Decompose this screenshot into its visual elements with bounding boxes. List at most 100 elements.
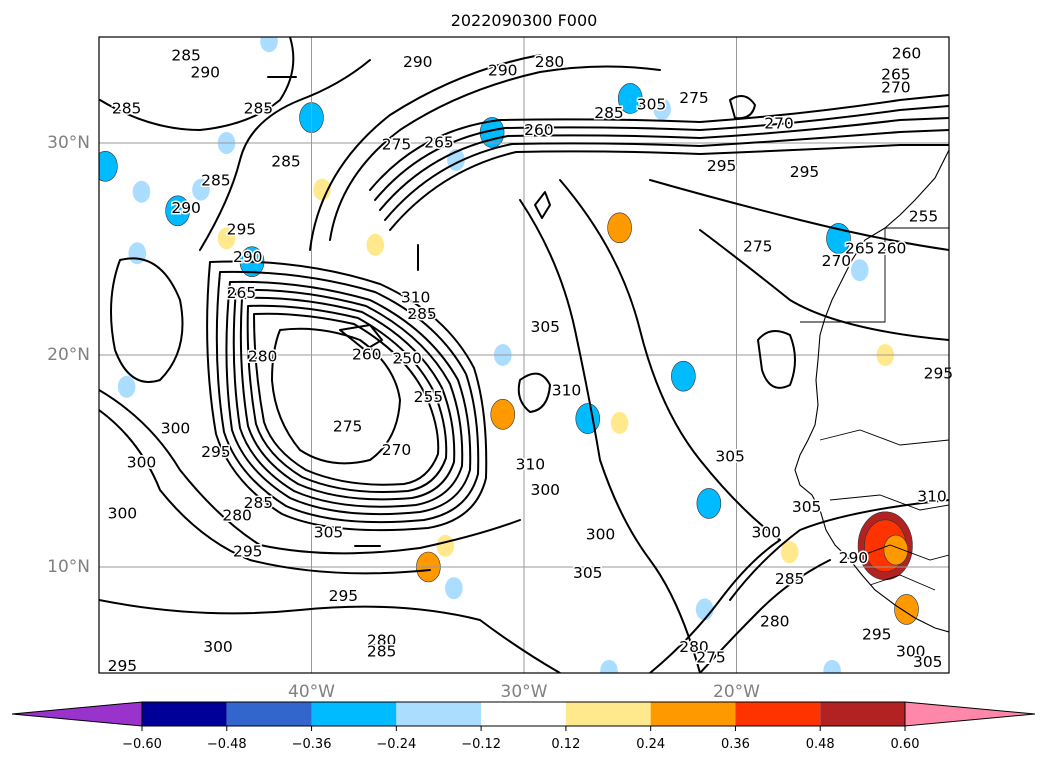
colorbar-segment bbox=[226, 702, 312, 726]
lat-tick-label: 30°N bbox=[47, 133, 90, 153]
contour-label: 260 bbox=[892, 44, 922, 62]
contour-line bbox=[99, 599, 561, 673]
contour-line bbox=[757, 330, 796, 389]
contour-line bbox=[99, 37, 295, 131]
contour-line bbox=[215, 270, 480, 524]
contour-label: 300 bbox=[586, 526, 616, 544]
contour-label: 300 bbox=[203, 638, 233, 656]
contour-line bbox=[559, 179, 781, 541]
contour-line bbox=[329, 65, 661, 241]
contour-label: 305 bbox=[573, 564, 603, 582]
contour-label: 285 bbox=[244, 100, 274, 118]
colorbar-segment bbox=[820, 702, 905, 726]
contour-label: 300 bbox=[127, 454, 157, 472]
contour-label: 310 bbox=[401, 288, 431, 306]
lon-tick-label: 20°W bbox=[713, 682, 760, 702]
colorbar-segment bbox=[481, 702, 566, 726]
contour-label: 300 bbox=[530, 481, 560, 499]
contour-label: 275 bbox=[679, 89, 709, 107]
anomaly-patch bbox=[653, 98, 671, 121]
contour-label: 295 bbox=[108, 657, 138, 675]
contour-line bbox=[649, 179, 949, 251]
contour-label: 305 bbox=[530, 318, 560, 336]
colorbar-segment bbox=[650, 702, 736, 726]
contour-label: 285 bbox=[201, 172, 231, 190]
contour-label: 310 bbox=[917, 488, 947, 506]
contour-label: 290 bbox=[488, 61, 518, 79]
contour-label: 265 bbox=[227, 284, 257, 302]
contour-label: 255 bbox=[414, 388, 444, 406]
contour-label: 260 bbox=[352, 346, 382, 364]
contour-label: 275 bbox=[743, 237, 773, 255]
contour-label: 305 bbox=[792, 498, 822, 516]
contour-label: 300 bbox=[751, 524, 781, 542]
anomaly-patch bbox=[696, 488, 722, 519]
contour-line bbox=[369, 94, 949, 191]
anomaly-patch bbox=[313, 178, 331, 201]
contour-label: 270 bbox=[822, 252, 852, 270]
contour-label: 280 bbox=[679, 638, 709, 656]
anomaly-patch bbox=[575, 403, 601, 434]
contour-label: 305 bbox=[715, 447, 745, 465]
anomaly-patch bbox=[132, 180, 151, 203]
border-line bbox=[800, 227, 949, 591]
contour-label: 300 bbox=[896, 642, 926, 660]
colorbar-segment bbox=[311, 702, 397, 726]
colorbar-segment bbox=[565, 702, 651, 726]
anomaly-patch bbox=[894, 594, 919, 625]
contour-label: 250 bbox=[392, 350, 422, 368]
anomaly-patch bbox=[366, 233, 385, 256]
anomaly-patch bbox=[117, 375, 136, 398]
contour-line bbox=[99, 409, 431, 575]
contour-line bbox=[199, 59, 371, 251]
contour-line bbox=[271, 327, 401, 465]
contour-line bbox=[339, 324, 383, 351]
anomaly-patch bbox=[128, 242, 147, 265]
contour-line bbox=[534, 191, 551, 219]
contour-label: 255 bbox=[909, 208, 939, 226]
contour-label: 295 bbox=[329, 587, 359, 605]
contour-label: 265 bbox=[424, 134, 454, 152]
colorbar-tick-label: −0.12 bbox=[461, 737, 501, 752]
contour-line bbox=[729, 95, 756, 120]
contour-label: 290 bbox=[190, 64, 220, 82]
contour-label: 265 bbox=[845, 240, 875, 258]
anomaly-patch bbox=[192, 178, 210, 201]
contour-line bbox=[379, 117, 949, 211]
contour-line bbox=[384, 129, 949, 221]
contour-line bbox=[699, 559, 831, 673]
colorbar-tick-label: 0.36 bbox=[721, 737, 750, 752]
contour-line bbox=[517, 372, 551, 413]
anomaly-patch bbox=[99, 151, 118, 182]
contour-line bbox=[99, 389, 521, 555]
anomaly-patch bbox=[165, 195, 190, 227]
contour-label: 285 bbox=[367, 642, 397, 660]
anomaly-patch bbox=[600, 659, 618, 673]
contour-line bbox=[246, 304, 448, 494]
contour-label: 285 bbox=[244, 494, 274, 512]
colorbar: −0.60 −0.48 −0.36 −0.24 −0.12 0.12 0.24 0.36 0.4… bbox=[11, 701, 1036, 752]
anomaly-patch bbox=[490, 399, 516, 430]
contour-lines bbox=[99, 37, 949, 673]
colorbar-segment bbox=[735, 702, 821, 726]
lon-tick-label: 30°W bbox=[501, 682, 548, 702]
contour-line bbox=[374, 105, 949, 201]
contour-label: 305 bbox=[637, 95, 667, 113]
colorbar-tick-label: 0.12 bbox=[551, 737, 580, 752]
contour-label: 295 bbox=[201, 443, 231, 461]
colorbar-segment bbox=[396, 702, 482, 726]
lon-tick-label: 40°W bbox=[288, 682, 335, 702]
colorbar-extend-high bbox=[904, 701, 1036, 727]
contour-line bbox=[699, 229, 949, 341]
anomaly-patch bbox=[436, 534, 455, 557]
anomaly-patch bbox=[610, 411, 629, 434]
contour-line bbox=[225, 280, 472, 516]
contour-label: 270 bbox=[382, 441, 412, 459]
lat-tick-label: 10°N bbox=[47, 557, 90, 577]
colorbar-tick-label: 0.48 bbox=[806, 737, 835, 752]
contour-label: 300 bbox=[108, 505, 138, 523]
latitude-labels: 10°N 20°N 30°N bbox=[47, 133, 90, 577]
contour-label: 275 bbox=[696, 649, 726, 667]
contour-label: 285 bbox=[171, 47, 201, 65]
